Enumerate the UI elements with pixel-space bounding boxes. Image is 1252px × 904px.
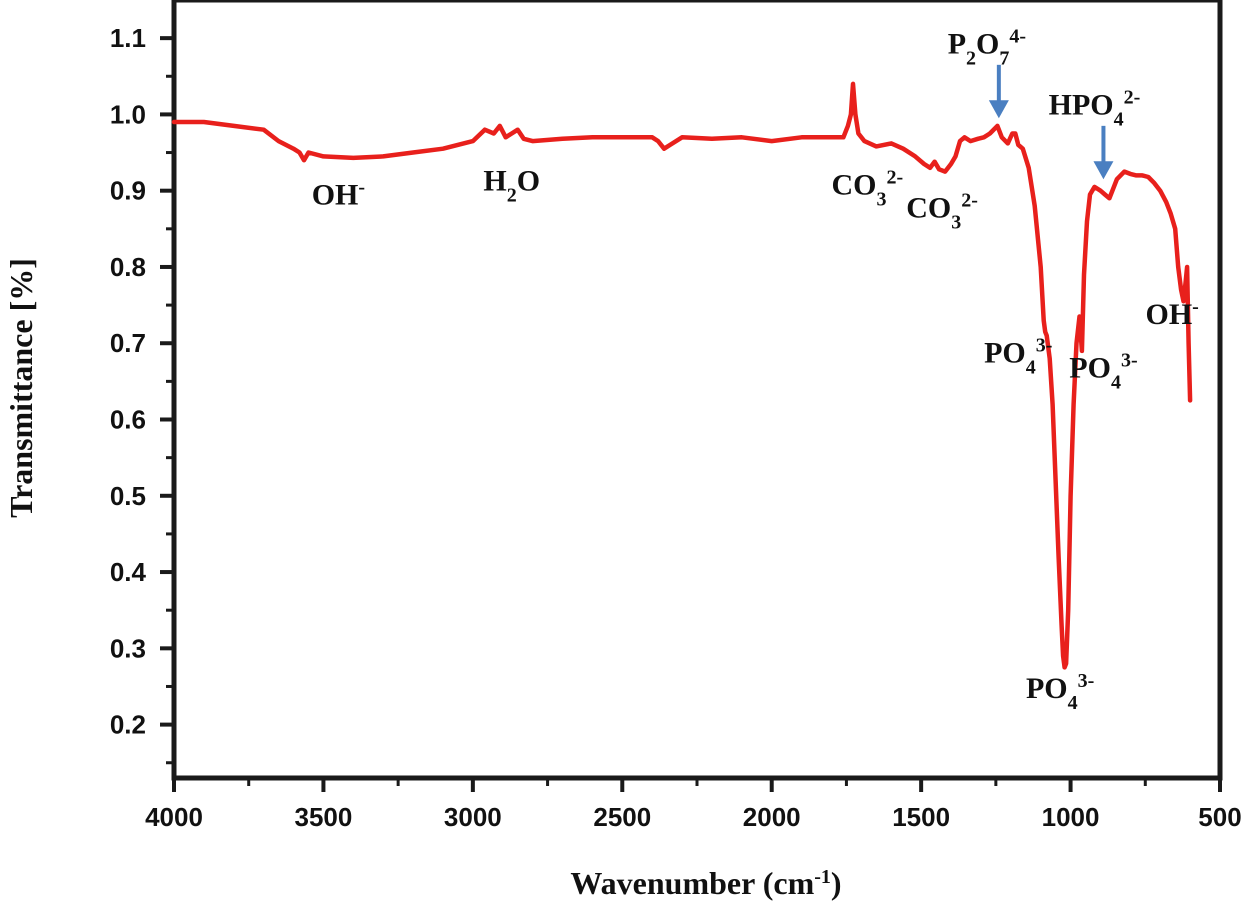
x-tick-label: 1000: [1042, 802, 1100, 832]
peak-label: OH-: [1146, 296, 1199, 331]
x-axis-title: Wavenumber (cm-1): [570, 865, 841, 901]
arrow-head: [988, 100, 1009, 119]
y-axis-ticks: 0.2 0.3 0.4 0.5 0.6 0.7 0.8 0.9 1.0 1.1: [110, 23, 174, 765]
y-tick-label: 0.3: [110, 633, 146, 663]
x-tick-label: 2000: [743, 802, 801, 832]
y-tick-label: 0.7: [110, 328, 146, 358]
peak-label: OH-: [312, 176, 365, 211]
peak-label: CO32-: [906, 189, 978, 233]
x-tick-label: 1500: [892, 802, 950, 832]
y-tick-label: 0.8: [110, 252, 146, 282]
x-tick-label: 3500: [295, 802, 353, 832]
x-tick-label: 3000: [444, 802, 502, 832]
peak-annotations: OH- H2O CO32-CO32- P2O74- HPO42- OH- PO43- PO43…: [312, 25, 1199, 714]
peak-label: P2O74-: [948, 25, 1026, 69]
y-tick-label: 0.9: [110, 176, 146, 206]
y-tick-label: 0.2: [110, 710, 146, 740]
spectrum-line: [171, 81, 1193, 670]
x-tick-label: 2500: [593, 802, 651, 832]
y-tick-label: 1.0: [110, 99, 146, 129]
x-tick-label: 500: [1198, 802, 1241, 832]
y-tick-label: 0.6: [110, 405, 146, 435]
peak-label: PO43-: [1069, 350, 1137, 394]
y-tick-label: 1.1: [110, 23, 146, 53]
arrow-head: [1093, 161, 1114, 180]
peak-label: PO43-: [984, 334, 1052, 378]
peak-label: CO32-: [832, 167, 904, 211]
x-axis-ticks: 4000 3500 3000 2500 2000 1500 1000 500: [145, 778, 1242, 832]
peak-label: HPO42-: [1049, 86, 1141, 130]
y-tick-label: 0.5: [110, 481, 146, 511]
x-tick-label: 4000: [145, 802, 203, 832]
peak-label: H2O: [483, 165, 540, 207]
y-axis-title: Transmittance [%]: [3, 258, 39, 518]
peak-label: PO43-: [1026, 670, 1094, 714]
y-tick-label: 0.4: [110, 557, 147, 587]
